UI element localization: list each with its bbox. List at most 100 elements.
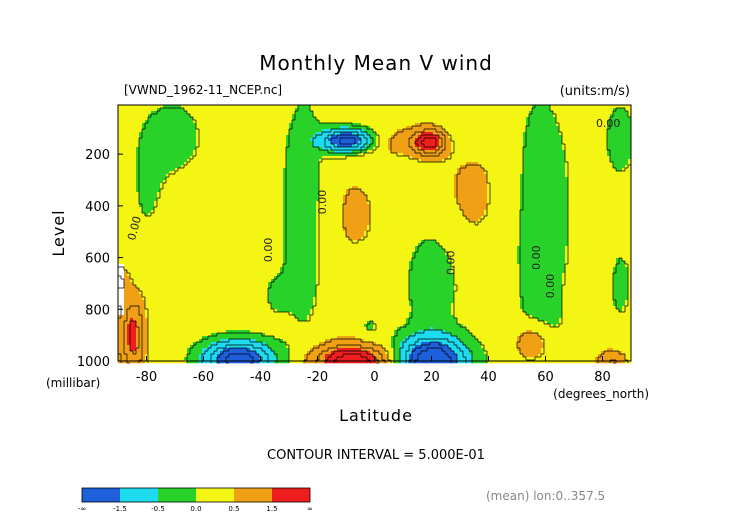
heatmap-cell-1160 — [520, 123, 524, 127]
heatmap-cell-3412 — [607, 162, 611, 166]
heatmap-cell-1976 — [403, 138, 407, 142]
heatmap-cell-2009 — [502, 138, 506, 142]
heatmap-cell-4053 — [478, 174, 482, 178]
heatmap-cell-1864 — [580, 135, 584, 139]
heatmap-cell-288 — [469, 108, 473, 112]
heatmap-cell-4540 — [400, 183, 404, 187]
heatmap-cell-2611 — [256, 150, 260, 154]
heatmap-cell-4763 — [556, 186, 560, 190]
heatmap-cell-3134 — [286, 159, 290, 163]
heatmap-cell-3539 — [475, 165, 479, 169]
heatmap-cell-2205 — [577, 141, 581, 145]
heatmap-cell-4616 — [628, 183, 632, 187]
heatmap-cell-2164 — [454, 141, 458, 145]
heatmap-cell-2107 — [283, 141, 287, 145]
heatmap-cell-1367 — [628, 126, 632, 130]
heatmap-cell-2694 — [505, 150, 509, 154]
heatmap-cell-4344 — [325, 180, 329, 184]
heatmap-cell-4286 — [151, 180, 155, 184]
heatmap-cell-4520 — [340, 183, 344, 187]
heatmap-cell-3704 — [457, 168, 461, 172]
heatmap-cell-3106 — [202, 159, 206, 163]
heatmap-cell-4526 — [358, 183, 362, 187]
heatmap-cell-2680 — [463, 150, 467, 154]
heatmap-cell-4239 — [523, 177, 527, 181]
heatmap-cell-4228 — [490, 177, 494, 181]
heatmap-cell-1799 — [385, 135, 389, 139]
heatmap-cell-3578 — [592, 165, 596, 169]
heatmap-cell-3124 — [256, 159, 260, 163]
heatmap-cell-157 — [589, 105, 593, 109]
heatmap-cell-585 — [334, 114, 338, 118]
heatmap-cell-2148 — [406, 141, 410, 145]
heatmap-cell-2879 — [547, 153, 551, 157]
heatmap-cell-2560 — [616, 147, 620, 151]
heatmap-cell-1094 — [322, 123, 326, 127]
heatmap-cell-2078 — [196, 141, 200, 145]
heatmap-cell-1005 — [568, 120, 572, 124]
heatmap-cell-286 — [463, 108, 467, 112]
heatmap-cell-303 — [514, 108, 518, 112]
heatmap-cell-3161 — [367, 159, 371, 163]
heatmap-cell-3067 — [598, 156, 602, 160]
heatmap-cell-689 — [133, 117, 137, 121]
heatmap-cell-3295 — [256, 162, 260, 166]
heatmap-cell-3300 — [271, 162, 275, 166]
heatmap-cell-3348 — [415, 162, 419, 166]
heatmap-cell-2710 — [553, 150, 557, 154]
heatmap-cell-3719 — [502, 168, 506, 172]
heatmap-cell-78 — [352, 105, 356, 109]
heatmap-cell-3661 — [328, 168, 332, 172]
heatmap-cell-2079 — [199, 141, 203, 145]
heatmap-cell-1392 — [190, 129, 194, 133]
heatmap-cell-4366 — [391, 180, 395, 184]
heatmap-cell-4040 — [439, 174, 443, 178]
heatmap-cell-1487 — [475, 129, 479, 133]
heatmap-cell-3337 — [382, 162, 386, 166]
heatmap-cell-3858 — [406, 171, 410, 175]
heatmap-cell-2676 — [451, 150, 455, 154]
heatmap-cell-615 — [424, 114, 428, 118]
heatmap-cell-1202 — [133, 126, 137, 130]
heatmap-cell-2903 — [619, 153, 623, 157]
heatmap-cell-665 — [574, 114, 578, 118]
heatmap-cell-4615 — [625, 183, 629, 187]
heatmap-cell-2069 — [169, 141, 173, 145]
heatmap-cell-1177 — [571, 123, 575, 127]
heatmap-cell-2494 — [418, 147, 422, 151]
heatmap-cell-3001 — [400, 156, 404, 160]
heatmap-cell-415 — [337, 111, 341, 115]
heatmap-cell-2193 — [541, 141, 545, 145]
heatmap-cell-4747 — [508, 186, 512, 190]
heatmap-cell-297 — [496, 108, 500, 112]
heatmap-cell-4856 — [322, 189, 326, 193]
heatmap-cell-311 — [538, 108, 542, 112]
heatmap-cell-1936 — [283, 138, 287, 142]
heatmap-cell-1053 — [199, 123, 203, 127]
heatmap-cell-3804 — [244, 171, 248, 175]
heatmap-cell-4306 — [211, 180, 215, 184]
heatmap-cell-248 — [349, 108, 353, 112]
heatmap-cell-304 — [517, 108, 521, 112]
heatmap-cell-4298 — [187, 180, 191, 184]
heatmap-cell-3496 — [346, 165, 350, 169]
heatmap-cell-2935 — [202, 156, 206, 160]
heatmap-cell-3034 — [499, 156, 503, 160]
heatmap-cell-2235 — [154, 144, 158, 148]
heatmap-cell-1865 — [583, 135, 587, 139]
heatmap-cell-4264 — [598, 177, 602, 181]
heatmap-cell-1068 — [244, 123, 248, 127]
heatmap-cell-2343 — [478, 144, 482, 148]
heatmap-cell-2838 — [424, 153, 428, 157]
heatmap-cell-3485 — [313, 165, 317, 169]
heatmap-cell-4483 — [229, 183, 233, 187]
heatmap-cell-331 — [598, 108, 602, 112]
heatmap-cell-347 — [133, 111, 137, 115]
heatmap-cell-1143 — [469, 123, 473, 127]
heatmap-cell-1219 — [184, 126, 188, 130]
heatmap-cell-3385 — [526, 162, 530, 166]
heatmap-cell-1217 — [178, 126, 182, 130]
heatmap-cell-3658 — [319, 168, 323, 172]
heatmap-cell-776 — [394, 117, 398, 121]
heatmap-cell-2687 — [484, 150, 488, 154]
